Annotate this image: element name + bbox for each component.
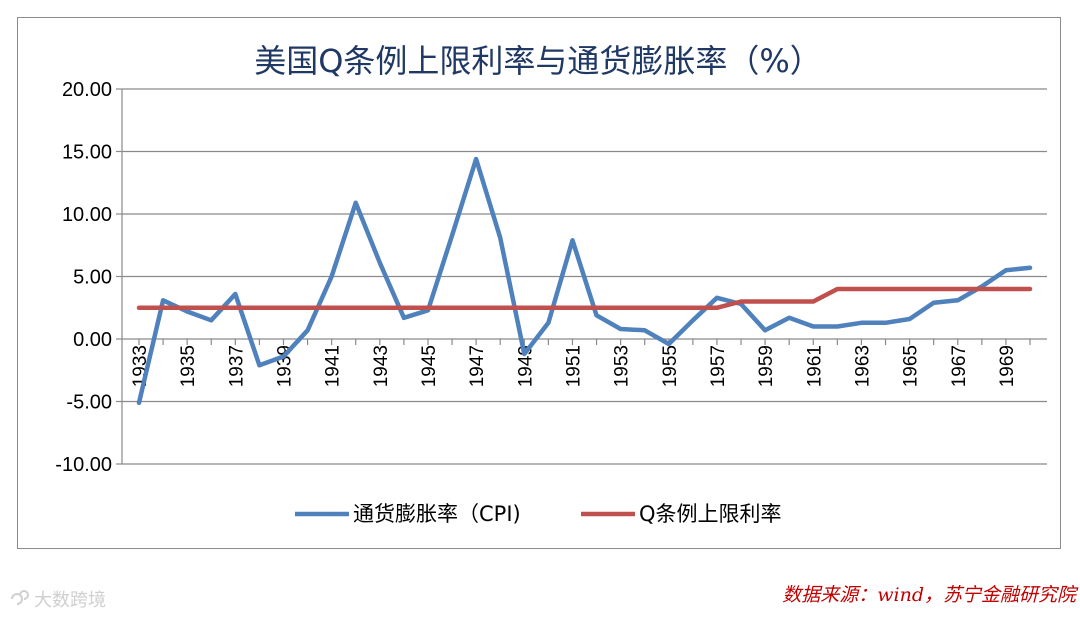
y-tick-label: 15.00 [62, 142, 112, 164]
x-tick-label: 1959 [756, 345, 777, 387]
x-tick-label: 1935 [178, 345, 199, 387]
chart-title: 美国Q条例上限利率与通货膨胀率（%） [254, 42, 822, 80]
watermark-logo-icon [11, 590, 29, 605]
cpi-inflation-line [136, 156, 1033, 406]
legend-label: Q条例上限利率 [639, 502, 782, 526]
x-tick-label: 1951 [563, 345, 584, 387]
axes [116, 88, 1047, 465]
x-tick-label: 1937 [226, 345, 247, 387]
chart-frame: 美国Q条例上限利率与通货膨胀率（%） -10.00 -5.00 0.00 5.00 10… [17, 17, 1061, 549]
y-tick-label: 20.00 [62, 79, 112, 101]
line-chart: 美国Q条例上限利率与通货膨胀率（%） -10.00 -5.00 0.00 5.00 10… [55, 42, 1047, 526]
x-tick-label: 1961 [804, 345, 825, 387]
legend: 通货膨胀率（CPI) Q条例上限利率 [295, 502, 782, 526]
y-tick-label: 10.00 [62, 204, 112, 226]
x-tick-label: 1963 [852, 345, 873, 387]
series-lines [136, 156, 1033, 406]
y-axis-ticks: -10.00 -5.00 0.00 5.00 10.00 15.00 20.00 [55, 79, 112, 476]
x-tick-label: 1945 [419, 345, 440, 387]
legend-label: 通货膨胀率（CPI) [353, 502, 521, 526]
x-tick-label: 1941 [323, 345, 344, 387]
x-tick-label: 1939 [274, 345, 295, 387]
y-tick-label: -10.00 [55, 454, 112, 476]
x-tick-label: 1957 [708, 345, 729, 387]
x-tick-label: 1955 [660, 345, 681, 387]
watermark: 大数跨境 [8, 586, 106, 612]
x-tick-label: 1943 [371, 345, 392, 387]
x-tick-label: 1967 [949, 345, 970, 387]
source-note: 数据来源：wind，苏宁金融研究院 [782, 584, 1076, 606]
y-tick-label: 0.00 [73, 329, 112, 351]
x-tick-label: 1953 [612, 345, 633, 387]
x-tick-label: 1949 [515, 345, 536, 387]
x-tick-label: 1969 [997, 345, 1018, 387]
x-axis-ticks: 1933 1935 1937 1939 1941 1943 1945 1947 1949 1951… [130, 345, 1018, 387]
x-tick-label: 1947 [467, 345, 488, 387]
watermark-text: 大数跨境 [34, 590, 106, 611]
regulation-q-rate-line [136, 286, 1033, 311]
y-tick-label: -5.00 [66, 392, 112, 414]
x-tick-label: 1965 [901, 345, 922, 387]
y-tick-label: 5.00 [73, 267, 112, 289]
